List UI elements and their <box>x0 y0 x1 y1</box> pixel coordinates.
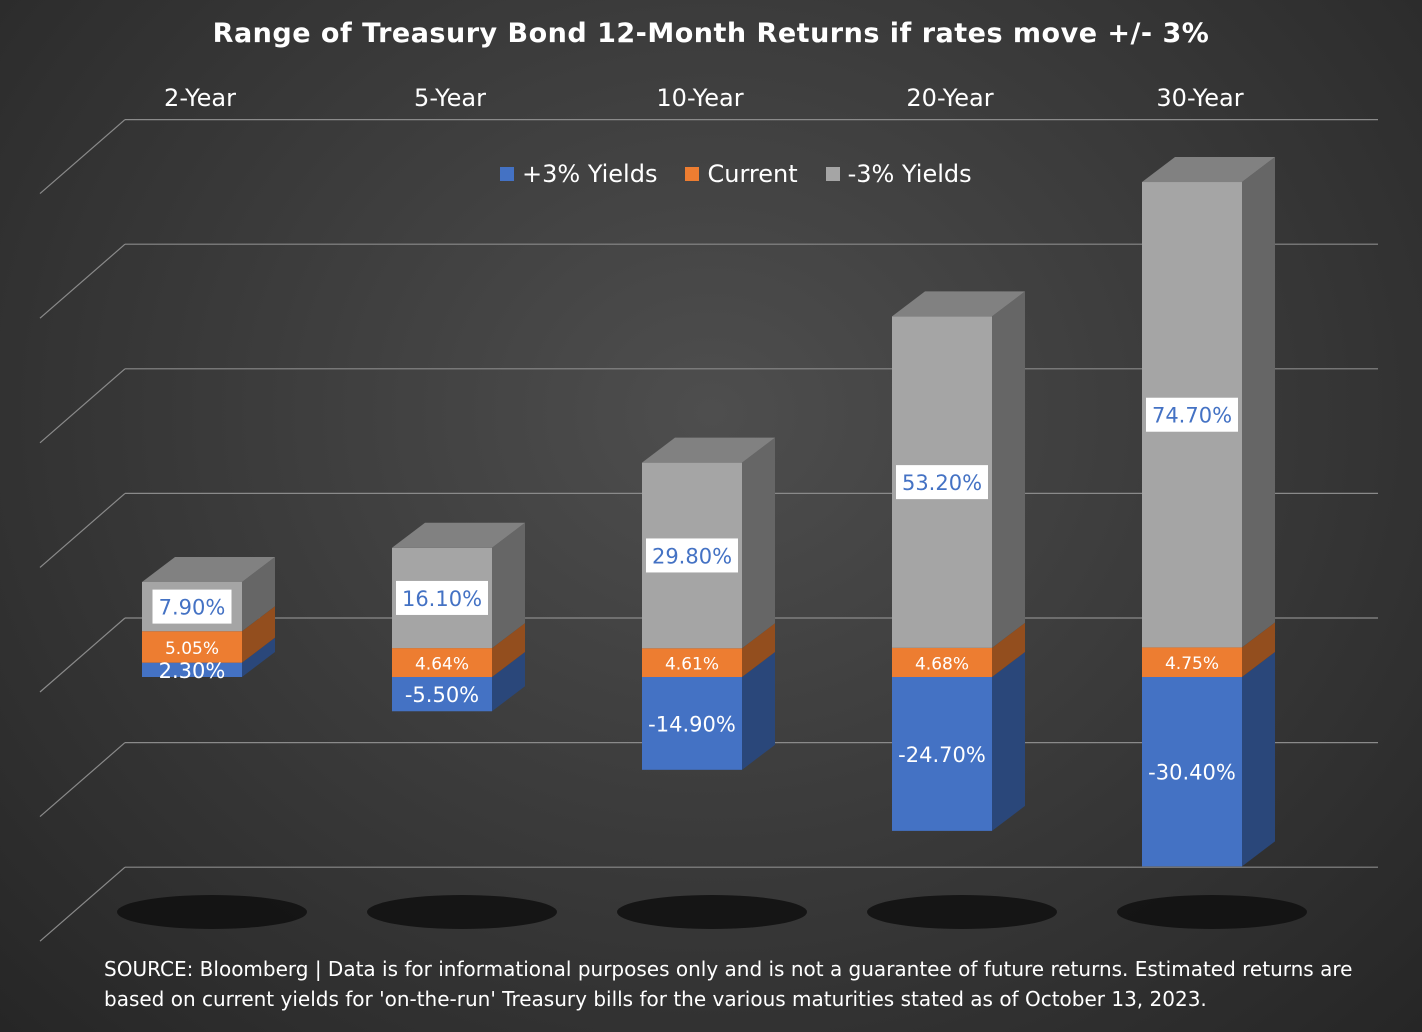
data-label-plus3: 2.30% <box>159 659 226 683</box>
bar-segment <box>142 662 242 677</box>
bar-segment <box>1142 647 1242 677</box>
gridline-depth <box>39 866 126 942</box>
data-label-current: 4.64% <box>415 655 469 675</box>
bar-shadow <box>617 895 807 929</box>
bar-side <box>492 652 525 712</box>
bar-side <box>742 437 775 649</box>
category-label: 20-Year <box>906 84 993 112</box>
bar-shadow <box>367 895 557 929</box>
gridline-depth <box>39 742 126 818</box>
data-label-box <box>1146 397 1238 432</box>
bar-top <box>1142 157 1275 183</box>
legend: +3% Yields Current -3% Yields <box>500 160 972 188</box>
data-label-plus3: -14.90% <box>648 712 736 736</box>
data-label-box <box>152 589 232 624</box>
bar-side <box>492 623 525 677</box>
bar-top <box>392 522 525 548</box>
legend-swatch-plus3 <box>500 167 514 181</box>
legend-label-minus3: -3% Yields <box>847 160 972 188</box>
bar-top <box>142 556 275 582</box>
bar-segment <box>392 648 492 677</box>
category-label: 2-Year <box>164 84 236 112</box>
bar-segment <box>892 677 992 831</box>
bar-side <box>992 291 1025 648</box>
bar-side <box>492 522 525 649</box>
bar-side <box>242 606 275 663</box>
data-label-minus3: 74.70% <box>1152 404 1232 428</box>
bar-side <box>1242 652 1275 867</box>
data-label-plus3: -30.40% <box>1148 761 1236 785</box>
data-label-minus3: 29.80% <box>652 544 732 568</box>
data-label-current: 4.68% <box>915 654 969 674</box>
data-label-minus3: 53.20% <box>902 471 982 495</box>
bar-segment <box>142 631 242 663</box>
data-label-box <box>896 465 988 500</box>
bar-side <box>742 652 775 770</box>
data-label-current: 5.05% <box>165 639 219 659</box>
gridline-depth <box>39 243 126 319</box>
data-label-box <box>646 538 738 573</box>
bar-side <box>742 623 775 677</box>
bar-shadow <box>1117 895 1307 929</box>
chart-title: Range of Treasury Bond 12-Month Returns … <box>212 18 1210 49</box>
category-label: 30-Year <box>1156 84 1243 112</box>
bar-side <box>1242 157 1275 648</box>
bar-segment <box>642 677 742 770</box>
data-label-plus3: -24.70% <box>898 743 986 767</box>
bar-top <box>892 291 1025 317</box>
category-label: 10-Year <box>656 84 743 112</box>
bar-side <box>992 652 1025 831</box>
bar-side <box>242 556 275 632</box>
source-note: SOURCE: Bloomberg | Data is for informat… <box>104 957 1353 1011</box>
data-label-current: 4.61% <box>665 655 719 675</box>
bar-side <box>1242 622 1275 677</box>
bar-shadow <box>867 895 1057 929</box>
legend-swatch-current <box>685 167 700 181</box>
gridline-depth <box>39 368 126 444</box>
legend-swatch-minus3 <box>825 167 840 181</box>
gridline-depth <box>39 617 126 693</box>
bar-shadow <box>117 895 307 929</box>
legend-item-minus3: -3% Yields <box>825 160 972 188</box>
data-label-plus3: -5.50% <box>405 683 479 707</box>
data-label-box <box>396 580 488 615</box>
bar-segment <box>642 648 742 677</box>
bar-segment <box>392 677 492 712</box>
data-label-current: 4.75% <box>1165 654 1219 674</box>
legend-label-plus3: +3% Yields <box>522 160 658 188</box>
data-label-minus3: 7.90% <box>159 596 226 620</box>
legend-label-current: Current <box>707 160 798 188</box>
data-label-minus3: 16.10% <box>402 587 482 611</box>
bar-side <box>992 622 1025 677</box>
legend-item-current: Current <box>685 160 798 188</box>
bar-top <box>642 437 775 463</box>
legend-item-plus3: +3% Yields <box>500 160 657 188</box>
gridline-depth <box>39 119 126 195</box>
bar-segment <box>892 647 992 677</box>
bar-segment <box>1142 677 1242 867</box>
gridline-depth <box>39 492 126 568</box>
category-label: 5-Year <box>414 84 486 112</box>
bar-side <box>242 637 275 677</box>
